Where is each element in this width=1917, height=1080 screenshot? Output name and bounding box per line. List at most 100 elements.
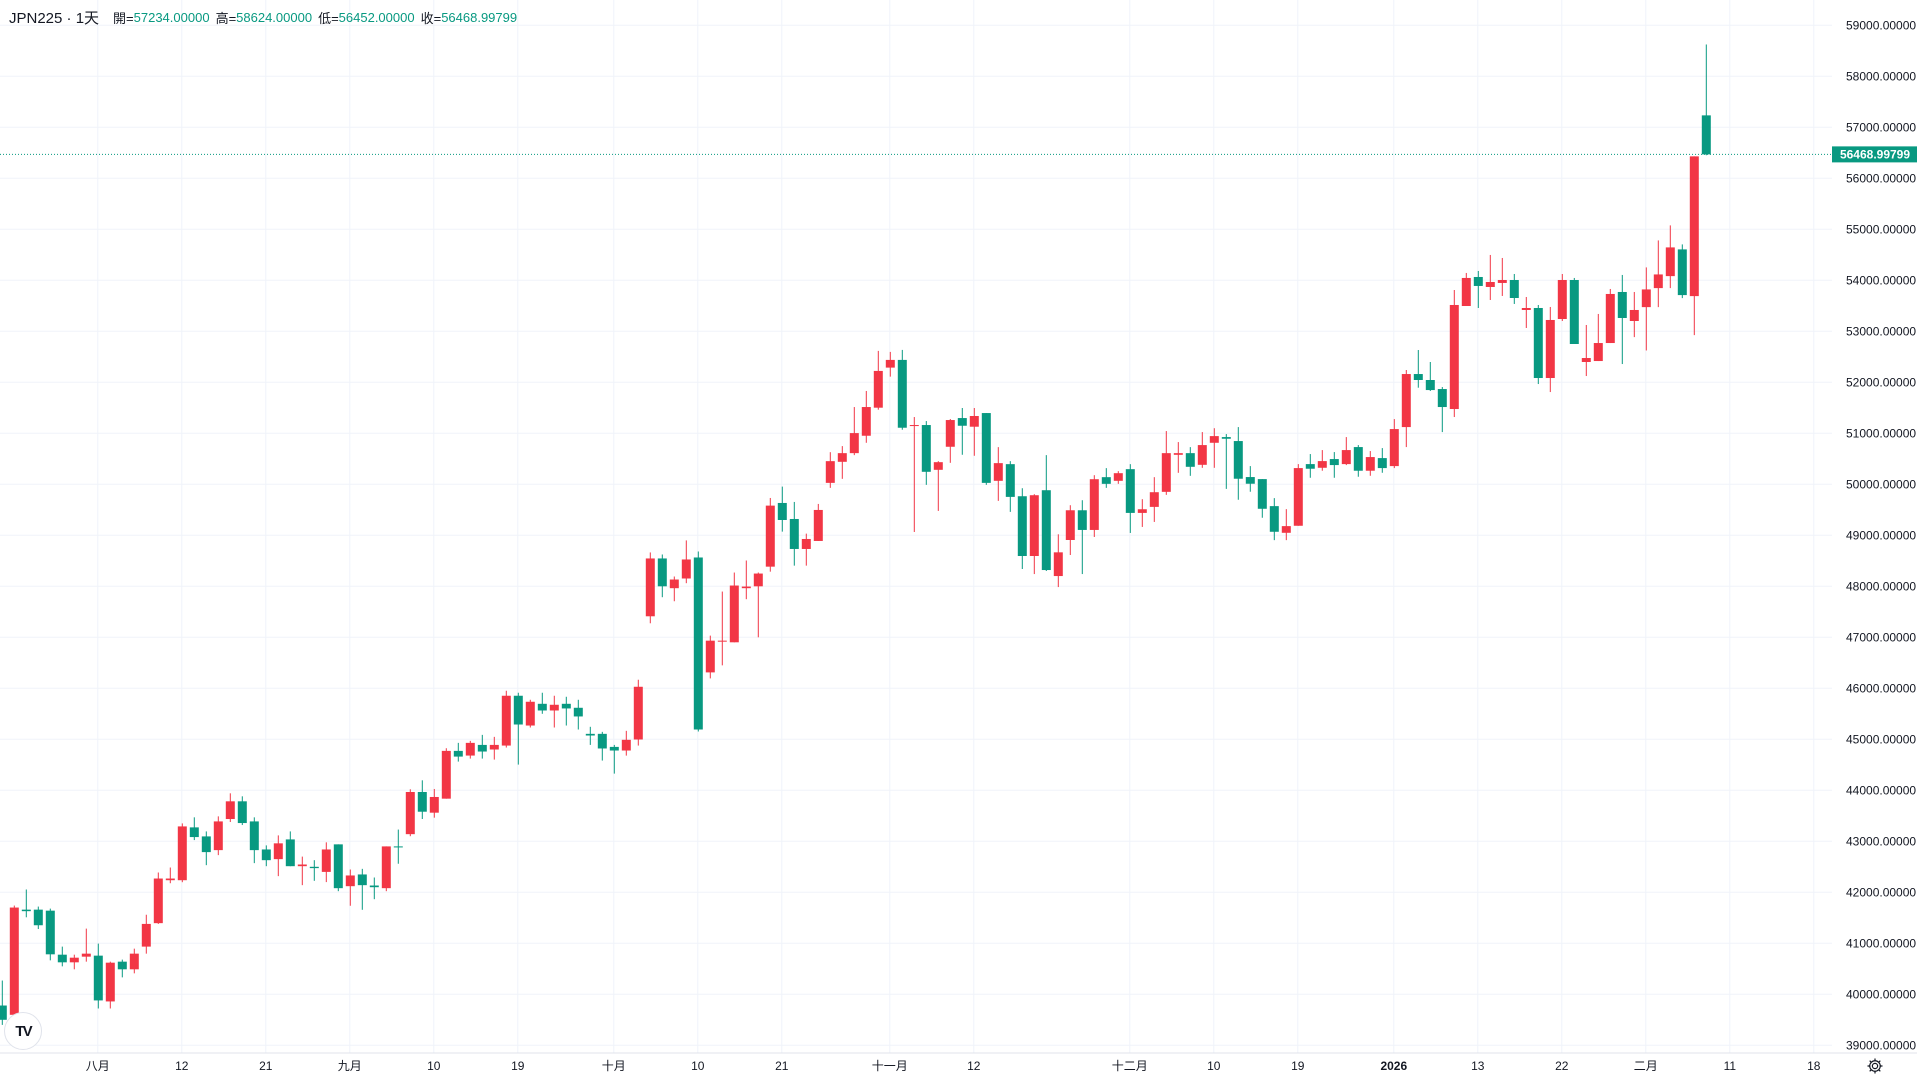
candle-body — [1077, 510, 1087, 530]
candle-body — [681, 559, 691, 579]
candle — [597, 731, 607, 761]
candle — [213, 816, 223, 856]
candle — [1329, 452, 1339, 478]
candle — [1677, 244, 1687, 299]
candle — [957, 408, 967, 455]
candle — [873, 350, 883, 410]
candle-body — [465, 742, 475, 756]
candle — [1053, 534, 1063, 588]
candle — [165, 867, 175, 884]
candle — [1449, 289, 1459, 418]
candle — [1581, 324, 1591, 377]
close-label: 收= — [420, 10, 442, 26]
candle-body — [609, 746, 619, 751]
candle-body — [717, 640, 727, 642]
tradingview-logo-icon[interactable]: TV — [4, 1012, 42, 1050]
candle-body — [1005, 464, 1015, 497]
candle — [1617, 274, 1627, 365]
low-value: 56452.00000 — [338, 9, 415, 25]
candle-body — [549, 704, 559, 711]
candle-body — [909, 425, 919, 427]
candle — [1065, 505, 1075, 555]
candle-body — [1485, 281, 1495, 287]
candle — [189, 817, 199, 841]
candle-body — [537, 703, 547, 711]
candle — [393, 829, 403, 864]
time-axis[interactable]: 八月 12 21 九月 10 19 十月 10 21 十一月 12 十二月 10 19 2026 13 22 二月… — [86, 1059, 1821, 1073]
gear-icon[interactable] — [1866, 1057, 1884, 1075]
price-tick-label: 57000.00000 — [1846, 120, 1916, 134]
candle-body — [345, 875, 355, 887]
candle — [1257, 479, 1267, 518]
candle — [585, 726, 595, 745]
candle — [201, 831, 211, 866]
price-tick-label: 51000.00000 — [1846, 426, 1916, 440]
candle-body — [489, 744, 499, 750]
candle — [1281, 509, 1291, 541]
time-tick-label: 11 — [1724, 1059, 1737, 1073]
candle-body — [1065, 510, 1075, 540]
candle-body — [1437, 389, 1447, 408]
candle-body — [669, 579, 679, 589]
candle-body — [1245, 477, 1255, 484]
candles — [0, 44, 1711, 1025]
candle — [813, 503, 823, 541]
candle — [657, 554, 667, 598]
candle — [933, 461, 943, 511]
candle-body — [1317, 461, 1327, 468]
candle — [417, 780, 427, 820]
candle — [225, 793, 235, 823]
candle-body — [0, 1005, 7, 1020]
high-value: 58624.00000 — [236, 9, 313, 25]
price-axis[interactable]: 59000.00000 58000.00000 57000.00000 56000.0… — [1846, 18, 1916, 1052]
candle-body — [1629, 309, 1639, 321]
candle — [513, 692, 523, 765]
candle-body — [1413, 374, 1423, 381]
candle-body — [1689, 156, 1699, 297]
candle — [1401, 370, 1411, 448]
candle-body — [1401, 374, 1411, 428]
candle — [669, 576, 679, 602]
candle — [1005, 461, 1015, 512]
candle — [81, 928, 91, 962]
candle — [717, 591, 727, 666]
candle — [489, 736, 499, 760]
candle-body — [1089, 479, 1099, 530]
candle-body — [1593, 343, 1603, 362]
candle — [549, 695, 559, 728]
candle-body — [273, 843, 283, 860]
candle — [1461, 272, 1471, 307]
candle-body — [1677, 249, 1687, 296]
candle-body — [1293, 468, 1303, 526]
candle — [105, 961, 115, 1009]
symbol-legend: JPN225 · 1天 開= 57234.00000 高= 58624.0000… — [9, 7, 523, 27]
candle — [441, 748, 451, 799]
candle — [681, 540, 691, 584]
candle-body — [417, 791, 427, 812]
candle-body — [297, 864, 307, 867]
candle-body — [693, 557, 703, 730]
candle-body — [1173, 453, 1183, 455]
low-label: 低= — [318, 10, 339, 26]
candle — [1197, 432, 1207, 468]
price-tick-label: 50000.00000 — [1846, 477, 1916, 491]
price-tick-label: 59000.00000 — [1846, 18, 1916, 32]
candle-body — [525, 701, 535, 726]
candle-body — [201, 836, 211, 853]
candle-body — [849, 433, 859, 454]
candle-body — [1041, 490, 1051, 571]
candle — [45, 908, 55, 961]
candle-body — [825, 461, 835, 483]
candle — [537, 692, 547, 714]
candle-body — [1029, 495, 1039, 557]
candle — [345, 869, 355, 906]
time-tick-label: 22 — [1555, 1059, 1569, 1073]
candle — [0, 980, 7, 1025]
time-tick-label: 10 — [1207, 1059, 1221, 1073]
candle-body — [1101, 477, 1111, 484]
symbol-title[interactable]: JPN225 · 1天 — [9, 9, 100, 27]
candle — [837, 446, 847, 479]
candle-body — [1461, 277, 1471, 307]
candle — [333, 844, 343, 892]
